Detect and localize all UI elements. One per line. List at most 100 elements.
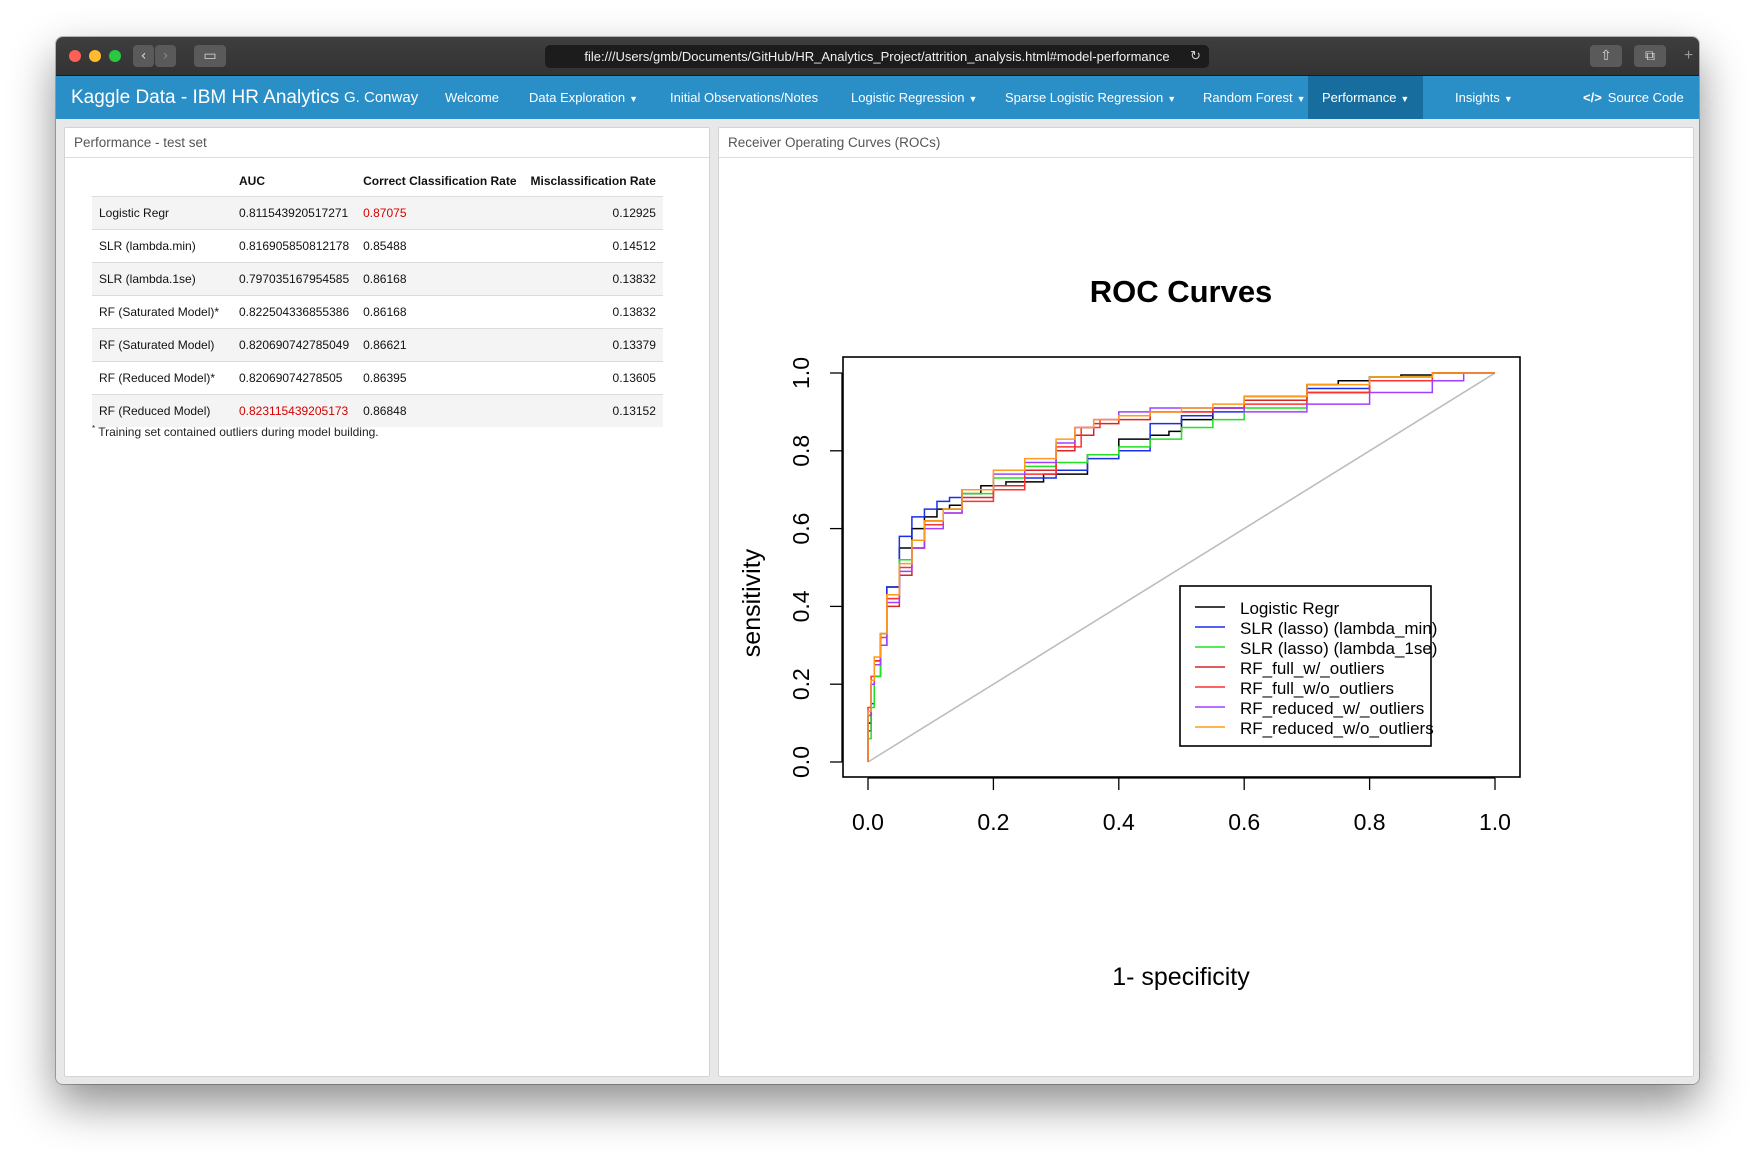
performance-panel-title: Performance - test set <box>65 128 709 158</box>
x-axis-label: 1- specificity <box>1112 963 1250 991</box>
dashboard-content: Performance - test set AUC Correct Class… <box>56 119 1699 1084</box>
nav-item-data-exploration[interactable]: Data Exploration ▼ <box>529 76 638 121</box>
auc-cell: 0.816905850812178 <box>232 229 357 263</box>
x-tick-label: 0.2 <box>977 809 1009 835</box>
close-window-button[interactable] <box>69 50 81 62</box>
x-tick-label: 0.8 <box>1354 809 1386 835</box>
mcr-cell: 0.13605 <box>523 361 663 395</box>
legend-label: Logistic Regr <box>1240 599 1340 618</box>
legend-label: RF_reduced_w/_outliers <box>1240 699 1424 718</box>
table-row: RF (Saturated Model) 0.820690742785049 0.8… <box>92 328 663 362</box>
y-tick-label: 0.8 <box>788 435 814 467</box>
sidebar-toggle-icon[interactable]: ▭ <box>194 45 226 67</box>
legend-label: SLR (lasso) (lambda_min) <box>1240 619 1437 638</box>
caret-down-icon: ▼ <box>1400 94 1410 104</box>
y-axis-label: sensitivity <box>738 548 766 657</box>
nav-item-label: Initial Observations/Notes <box>670 90 819 105</box>
tabs-overview-icon[interactable]: ⧉ <box>1634 45 1666 67</box>
ccr-cell: 0.87075 <box>356 196 524 230</box>
browser-titlebar: ‹ › ▭ file:///Users/gmb/Documents/GitHub… <box>56 37 1699 76</box>
y-tick-label: 0.6 <box>788 513 814 545</box>
code-icon: </> <box>1583 90 1602 105</box>
y-tick-label: 0.2 <box>788 668 814 700</box>
mcr-cell: 0.14512 <box>523 229 663 263</box>
auc-cell: 0.820690742785049 <box>232 328 357 362</box>
nav-item-performance[interactable]: Performance ▼ <box>1308 76 1424 121</box>
nav-item-insights[interactable]: Insights ▼ <box>1455 76 1513 121</box>
table-footnote: * Training set contained outliers during… <box>92 424 379 439</box>
roc-panel: Receiver Operating Curves (ROCs) ROC Cur… <box>718 127 1694 1077</box>
model-cell: Logistic Regr <box>92 196 232 230</box>
mcr-cell: 0.13152 <box>523 394 663 427</box>
auc-cell: 0.797035167954585 <box>232 262 357 296</box>
roc-panel-title: Receiver Operating Curves (ROCs) <box>719 128 1693 158</box>
table-header-ccr: Correct Classification Rate <box>363 174 517 188</box>
legend-label: SLR (lasso) (lambda_1se) <box>1240 639 1437 658</box>
ccr-cell: 0.86621 <box>356 328 524 362</box>
auc-cell: 0.82069074278505 <box>232 361 357 395</box>
nav-item-welcome[interactable]: Welcome <box>445 76 499 119</box>
browser-window: ‹ › ▭ file:///Users/gmb/Documents/GitHub… <box>56 37 1699 1084</box>
x-tick-label: 0.4 <box>1103 809 1135 835</box>
table-header-auc: AUC <box>239 174 265 188</box>
top-navbar: Kaggle Data - IBM HR Analytics G. Conway… <box>56 76 1699 121</box>
forward-icon[interactable]: › <box>155 45 176 67</box>
model-cell: SLR (lambda.min) <box>92 229 232 263</box>
model-cell: RF (Reduced Model) <box>92 394 232 427</box>
footnote-text: Training set contained outliers during m… <box>98 425 379 439</box>
caret-down-icon: ▼ <box>1167 94 1177 104</box>
nav-item-random-forest[interactable]: Random Forest ▼ <box>1203 76 1306 121</box>
legend-label: RF_full_w/o_outliers <box>1240 679 1394 698</box>
caret-down-icon: ▼ <box>1296 94 1306 104</box>
nav-item-label: Insights <box>1455 90 1500 105</box>
roc-series-line-4 <box>867 372 1495 762</box>
minimize-window-button[interactable] <box>89 50 101 62</box>
mcr-cell: 0.13379 <box>523 328 663 362</box>
table-row: SLR (lambda.min) 0.816905850812178 0.85488… <box>92 229 663 263</box>
nav-item-label: Data Exploration <box>529 90 626 105</box>
performance-table: AUC Correct Classification Rate Misclass… <box>92 166 663 427</box>
mcr-cell: 0.13832 <box>523 262 663 296</box>
nav-item-sparse-logistic-regression[interactable]: Sparse Logistic Regression ▼ <box>1005 76 1176 121</box>
reload-icon[interactable]: ↻ <box>1190 49 1201 64</box>
nav-item-label: Performance <box>1322 90 1397 105</box>
performance-panel: Performance - test set AUC Correct Class… <box>64 127 710 1077</box>
y-tick-label: 0.0 <box>788 746 814 778</box>
reference-diagonal-line <box>867 372 1496 763</box>
navbar-brand[interactable]: Kaggle Data - IBM HR Analytics <box>71 87 340 108</box>
share-icon[interactable]: ⇧ <box>1590 45 1622 67</box>
caret-down-icon: ▼ <box>968 94 978 104</box>
footnote-mark: * <box>92 424 96 433</box>
caret-down-icon: ▼ <box>629 94 639 104</box>
auc-cell: 0.822504336855386 <box>232 295 357 329</box>
x-tick-label: 1.0 <box>1479 809 1511 835</box>
zoom-window-button[interactable] <box>109 50 121 62</box>
table-header-row: AUC Correct Classification Rate Misclass… <box>92 166 663 197</box>
mcr-cell: 0.13832 <box>523 295 663 329</box>
ccr-cell: 0.86848 <box>356 394 524 427</box>
table-header-model <box>92 166 232 197</box>
source-code-link[interactable]: </> Source Code <box>1583 76 1684 119</box>
nav-item-logistic-regression[interactable]: Logistic Regression ▼ <box>851 76 977 121</box>
model-cell: SLR (lambda.1se) <box>92 262 232 296</box>
nav-item-label: Welcome <box>445 90 499 105</box>
back-icon[interactable]: ‹ <box>133 45 154 67</box>
auc-cell: 0.823115439205173 <box>232 394 357 427</box>
new-tab-icon[interactable]: + <box>1683 47 1694 64</box>
table-row: RF (Reduced Model) 0.823115439205173 0.868… <box>92 394 663 427</box>
model-cell: RF (Saturated Model) <box>92 328 232 362</box>
table-header-mcr: Misclassification Rate <box>530 174 656 188</box>
caret-down-icon: ▼ <box>1503 94 1513 104</box>
table-row: Logistic Regr 0.811543920517271 0.87075 0.1… <box>92 196 663 230</box>
nav-item-initial-observations-notes[interactable]: Initial Observations/Notes <box>670 76 818 119</box>
ccr-cell: 0.86168 <box>356 295 524 329</box>
ccr-cell: 0.85488 <box>356 229 524 263</box>
url-text: file:///Users/gmb/Documents/GitHub/HR_An… <box>584 49 1170 64</box>
source-code-label: Source Code <box>1607 90 1684 105</box>
y-tick-label: 0.4 <box>788 590 814 622</box>
auc-cell: 0.811543920517271 <box>232 196 357 230</box>
chart-title: ROC Curves <box>1090 274 1273 309</box>
table-row: SLR (lambda.1se) 0.797035167954585 0.86168… <box>92 262 663 296</box>
address-bar[interactable]: file:///Users/gmb/Documents/GitHub/HR_An… <box>545 45 1209 68</box>
ccr-cell: 0.86395 <box>356 361 524 395</box>
